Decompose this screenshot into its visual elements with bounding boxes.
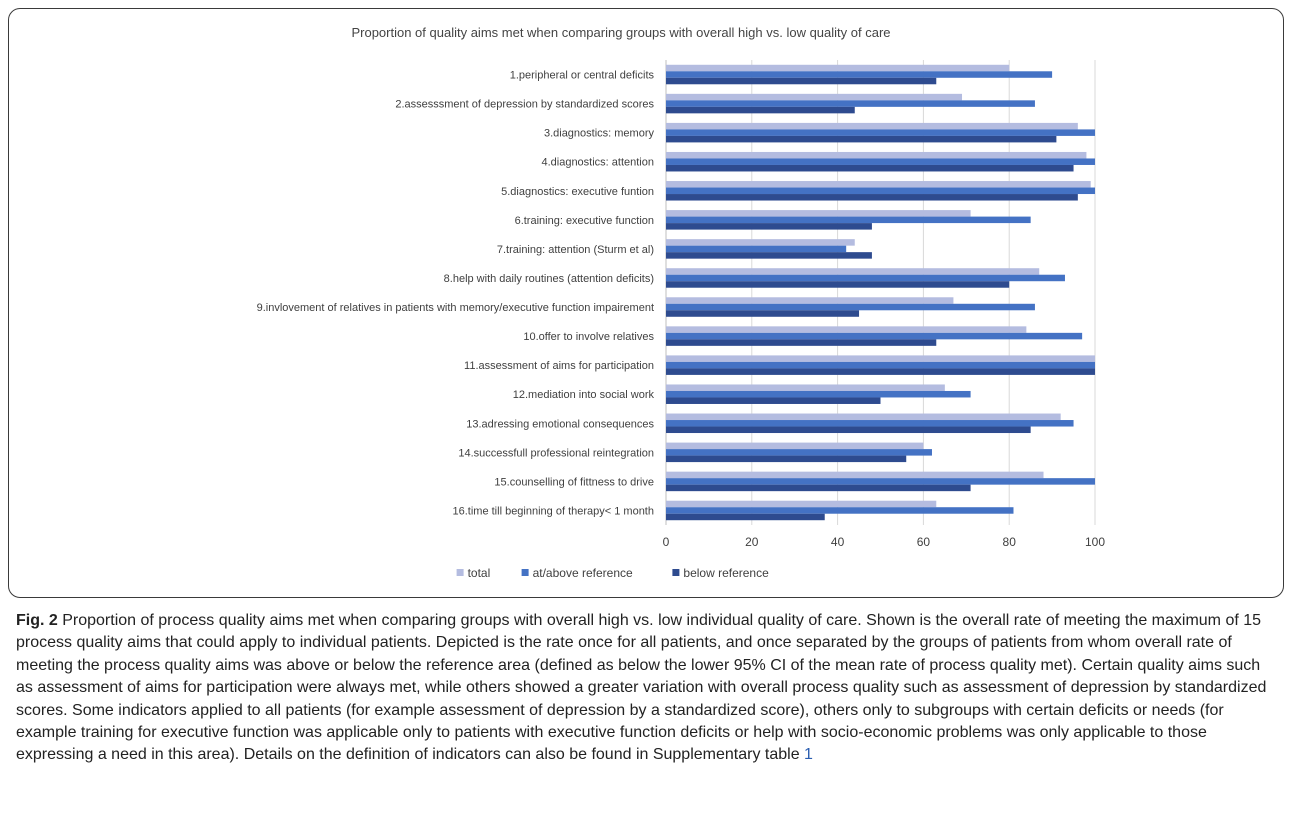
caption-text: Proportion of process quality aims met w…	[16, 612, 1266, 763]
bar-total	[666, 355, 1095, 362]
category-label: 16.time till beginning of therapy< 1 mon…	[453, 505, 655, 517]
legend-swatch	[457, 569, 464, 576]
category-label: 15.counselling of fittness to drive	[494, 476, 654, 488]
bar-chart: Proportion of quality aims met when comp…	[0, 0, 1292, 600]
x-tick-label: 40	[831, 535, 845, 549]
category-label: 5.diagnostics: executive funtion	[501, 186, 654, 198]
category-label: 4.diagnostics: attention	[541, 157, 654, 169]
bar-at-above-reference	[666, 478, 1095, 485]
bar-below-reference	[666, 485, 971, 492]
bar-at-above-reference	[666, 188, 1095, 195]
category-label: 9.invlovement of relatives in patients w…	[257, 302, 654, 314]
bar-total	[666, 123, 1078, 130]
category-label: 2.assesssment of depression by standardi…	[395, 99, 654, 111]
x-tick-label: 60	[917, 535, 931, 549]
bar-below-reference	[666, 310, 859, 317]
bar-below-reference	[666, 136, 1056, 143]
legend-swatch	[672, 569, 679, 576]
bar-total	[666, 443, 923, 450]
bar-at-above-reference	[666, 391, 971, 398]
legend: total at/above reference below reference	[457, 566, 770, 580]
category-label: 14.successfull professional reintegratio…	[458, 447, 654, 459]
bar-below-reference	[666, 339, 936, 346]
bar-total	[666, 326, 1026, 333]
bar-below-reference	[666, 397, 881, 404]
bar-at-above-reference	[666, 304, 1035, 311]
bar-below-reference	[666, 281, 1009, 288]
category-label: 1.peripheral or central deficits	[510, 70, 655, 82]
bar-at-above-reference	[666, 507, 1013, 514]
bar-at-above-reference	[666, 420, 1074, 427]
bar-below-reference	[666, 427, 1031, 434]
x-tick-label: 80	[1003, 535, 1017, 549]
bar-total	[666, 239, 855, 246]
x-tick-label: 0	[663, 535, 670, 549]
bar-below-reference	[666, 456, 906, 463]
bar-total	[666, 472, 1044, 479]
bar-at-above-reference	[666, 100, 1035, 107]
legend-entry: below reference	[683, 566, 769, 580]
bar-at-above-reference	[666, 217, 1031, 224]
category-label: 10.offer to involve relatives	[523, 331, 654, 343]
figure-caption: Fig. 2 Proportion of process quality aim…	[16, 610, 1278, 767]
category-label: 12.mediation into social work	[513, 389, 655, 401]
category-label: 11.assessment of aims for participation	[464, 360, 654, 372]
bar-at-above-reference	[666, 71, 1052, 78]
category-label: 13.adressing emotional consequences	[466, 418, 654, 430]
bar-at-above-reference	[666, 362, 1095, 369]
bar-total	[666, 94, 962, 101]
bar-below-reference	[666, 194, 1078, 201]
bars	[666, 65, 1095, 520]
bar-at-above-reference	[666, 275, 1065, 282]
bar-total	[666, 152, 1086, 159]
bar-total	[666, 297, 953, 304]
chart-title: Proportion of quality aims met when comp…	[351, 25, 890, 40]
bar-total	[666, 268, 1039, 275]
caption-label: Fig. 2	[16, 612, 58, 629]
category-label: 6.training: executive function	[515, 215, 654, 227]
bar-below-reference	[666, 78, 936, 85]
bar-total	[666, 65, 1009, 72]
bar-total	[666, 501, 936, 508]
bar-at-above-reference	[666, 158, 1095, 165]
category-labels: 1.peripheral or central deficits 2.assess…	[257, 70, 655, 518]
bar-total	[666, 181, 1091, 188]
bar-below-reference	[666, 368, 1095, 375]
bar-total	[666, 384, 945, 391]
category-label: 7.training: attention (Sturm et al)	[497, 244, 654, 256]
bar-at-above-reference	[666, 129, 1095, 136]
bar-below-reference	[666, 252, 872, 259]
legend-swatch	[522, 569, 529, 576]
bar-total	[666, 414, 1061, 421]
bar-below-reference	[666, 165, 1074, 172]
bar-below-reference	[666, 514, 825, 521]
bar-below-reference	[666, 223, 872, 230]
x-tick-label: 100	[1085, 535, 1105, 549]
category-label: 3.diagnostics: memory	[544, 128, 655, 140]
bar-at-above-reference	[666, 246, 846, 253]
bar-at-above-reference	[666, 333, 1082, 340]
bar-total	[666, 210, 971, 217]
x-tick-label: 20	[745, 535, 759, 549]
bar-below-reference	[666, 107, 855, 114]
x-axis-ticks: 0 20 40 60 80 100	[663, 535, 1106, 549]
supplementary-table-link[interactable]: 1	[804, 746, 813, 763]
category-label: 8.help with daily routines (attention de…	[444, 273, 654, 285]
legend-entry: total	[468, 566, 491, 580]
legend-entry: at/above reference	[533, 566, 633, 580]
bar-at-above-reference	[666, 449, 932, 456]
